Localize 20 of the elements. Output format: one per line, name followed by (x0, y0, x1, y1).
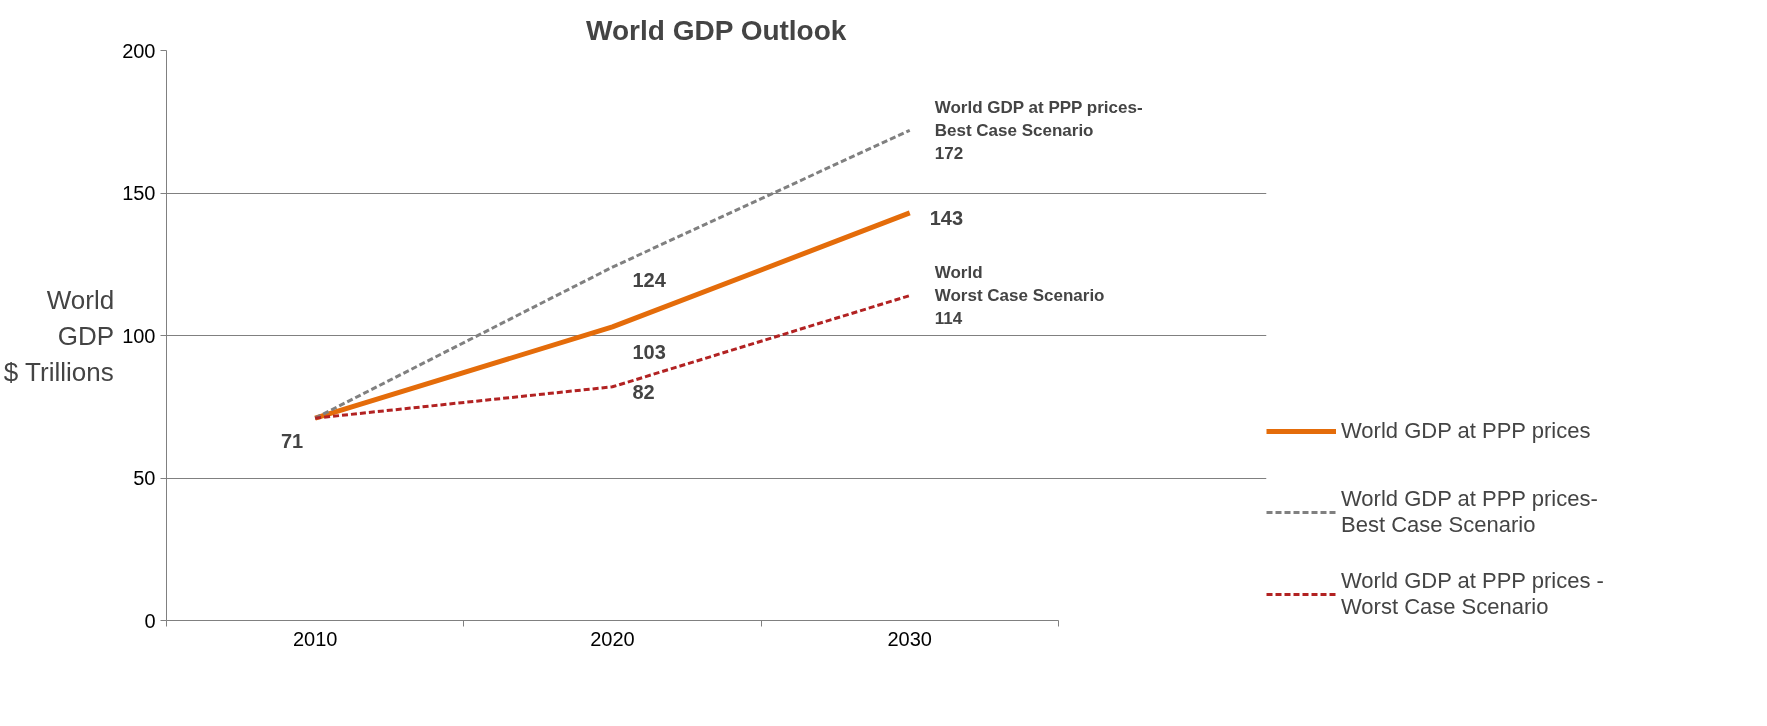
data-label: 71 (280, 430, 304, 453)
y-tick-label: 50 (133, 467, 156, 489)
data-label: 82 (632, 380, 655, 403)
annotation: World GDP at PPP prices- Best Case Scenario 172 (934, 98, 1143, 163)
data-label: 103 (632, 340, 666, 363)
y-axis-title: World GDP $ Trillions (3, 284, 115, 387)
x-tick-label: 2030 (887, 627, 932, 650)
legend-label: World GDP at PPP prices (1341, 417, 1591, 445)
annotation: World Worst Case Scenario 114 (934, 263, 1105, 328)
x-tick-label: 2020 (590, 627, 635, 650)
y-tick-label: 150 (122, 182, 156, 204)
legend-label: World GDP at PPP prices- Best Case Scenario (1341, 486, 1598, 538)
x-tick-label: 2010 (292, 627, 338, 650)
y-tick-label: 100 (122, 324, 156, 347)
y-tick-label: 0 (144, 609, 156, 632)
data-label: 143 (929, 206, 964, 229)
y-tick-label: 200 (122, 39, 156, 62)
chart-title: World GDP Outlook (586, 14, 847, 46)
legend-label: World GDP at PPP prices - Worst Case Scenario (1341, 568, 1604, 620)
data-label: 124 (632, 269, 667, 292)
